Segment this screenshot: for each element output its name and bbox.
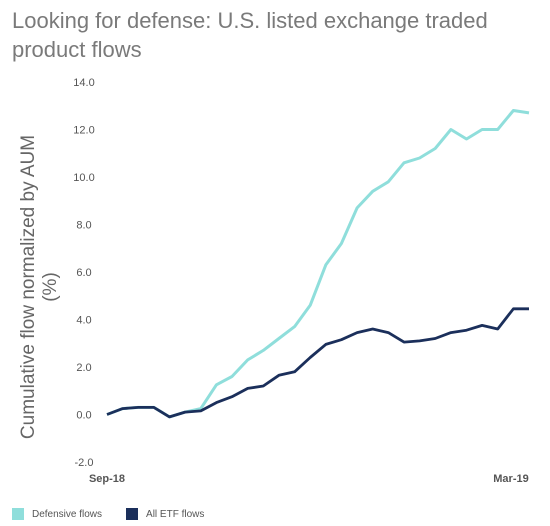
legend: Defensive flows All ETF flows	[12, 508, 228, 520]
line-chart: Cumulative flow normalized by AUM (%) -2…	[18, 77, 530, 485]
y-axis-label-line1: Cumulative flow normalized by AUM	[18, 135, 39, 439]
x-tick-label: Mar-19	[493, 473, 528, 485]
y-tick-label: 0.0	[76, 410, 91, 422]
y-tick-label: 14.0	[73, 77, 94, 89]
y-tick-label: 8.0	[76, 220, 91, 232]
legend-item-defensive: Defensive flows	[12, 508, 102, 520]
series-line-defensive-flows	[106, 109, 530, 419]
legend-label-defensive: Defensive flows	[32, 508, 103, 520]
legend-swatch-all-etf	[126, 508, 139, 520]
y-axis-label: Cumulative flow normalized by AUM (%)	[18, 135, 61, 439]
y-tick-label: 6.0	[76, 267, 91, 279]
legend-item-all-etf: All ETF flows	[126, 508, 204, 520]
y-ticks: -2.0 0.0 2.0 4.0 6.0 8.0 10.0 12.0 14.0	[73, 77, 94, 469]
y-axis-label-line2: (%)	[40, 272, 61, 302]
y-tick-label: 12.0	[73, 125, 94, 137]
chart-title: Looking for defense: U.S. listed exchang…	[12, 8, 488, 62]
series-lines	[106, 109, 530, 419]
y-tick-label: 10.0	[73, 172, 94, 184]
series-line-all-etf-flows	[106, 307, 529, 419]
x-tick-label: Sep-18	[89, 473, 125, 485]
legend-swatch-defensive	[12, 508, 24, 520]
y-tick-label: 2.0	[76, 362, 91, 374]
y-tick-label: -2.0	[75, 457, 94, 469]
y-tick-label: 4.0	[76, 315, 91, 327]
x-ticks: Sep-18 Mar-19	[89, 473, 529, 485]
legend-label-all-etf: All ETF flows	[146, 508, 205, 520]
